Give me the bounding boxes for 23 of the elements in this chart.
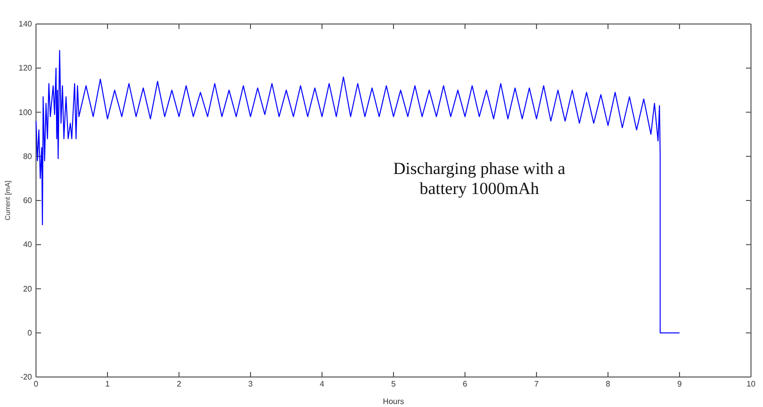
y-tick-label: 140 bbox=[18, 20, 33, 29]
y-tick-label: -20 bbox=[20, 372, 33, 382]
y-tick-label: 120 bbox=[18, 64, 33, 73]
x-tick-label: 1 bbox=[105, 380, 110, 389]
x-tick-label: 6 bbox=[462, 380, 468, 389]
x-tick-label: 2 bbox=[176, 380, 182, 389]
line-series bbox=[36, 50, 680, 334]
x-tick-label: 9 bbox=[677, 380, 682, 389]
x-tick-label: 5 bbox=[391, 380, 396, 389]
x-tick-label: 4 bbox=[320, 380, 325, 389]
x-tick-label: 7 bbox=[534, 380, 540, 389]
annotation: Discharging phase with a battery 1000mAh bbox=[393, 159, 566, 198]
y-tick-label: 80 bbox=[23, 152, 33, 161]
x-tick-label: 3 bbox=[248, 380, 254, 389]
x-tick-label: 0 bbox=[34, 380, 39, 389]
x-tick-label: 8 bbox=[606, 380, 611, 389]
y-tick-label: 20 bbox=[23, 284, 33, 294]
x-axis-title: Hours bbox=[382, 397, 404, 406]
y-tick-label: 40 bbox=[23, 240, 33, 250]
y-tick-label: 100 bbox=[18, 108, 33, 117]
y-tick-label: 60 bbox=[23, 196, 33, 206]
x-tick-label: 10 bbox=[746, 380, 756, 389]
y-tick-label: 0 bbox=[28, 328, 33, 338]
